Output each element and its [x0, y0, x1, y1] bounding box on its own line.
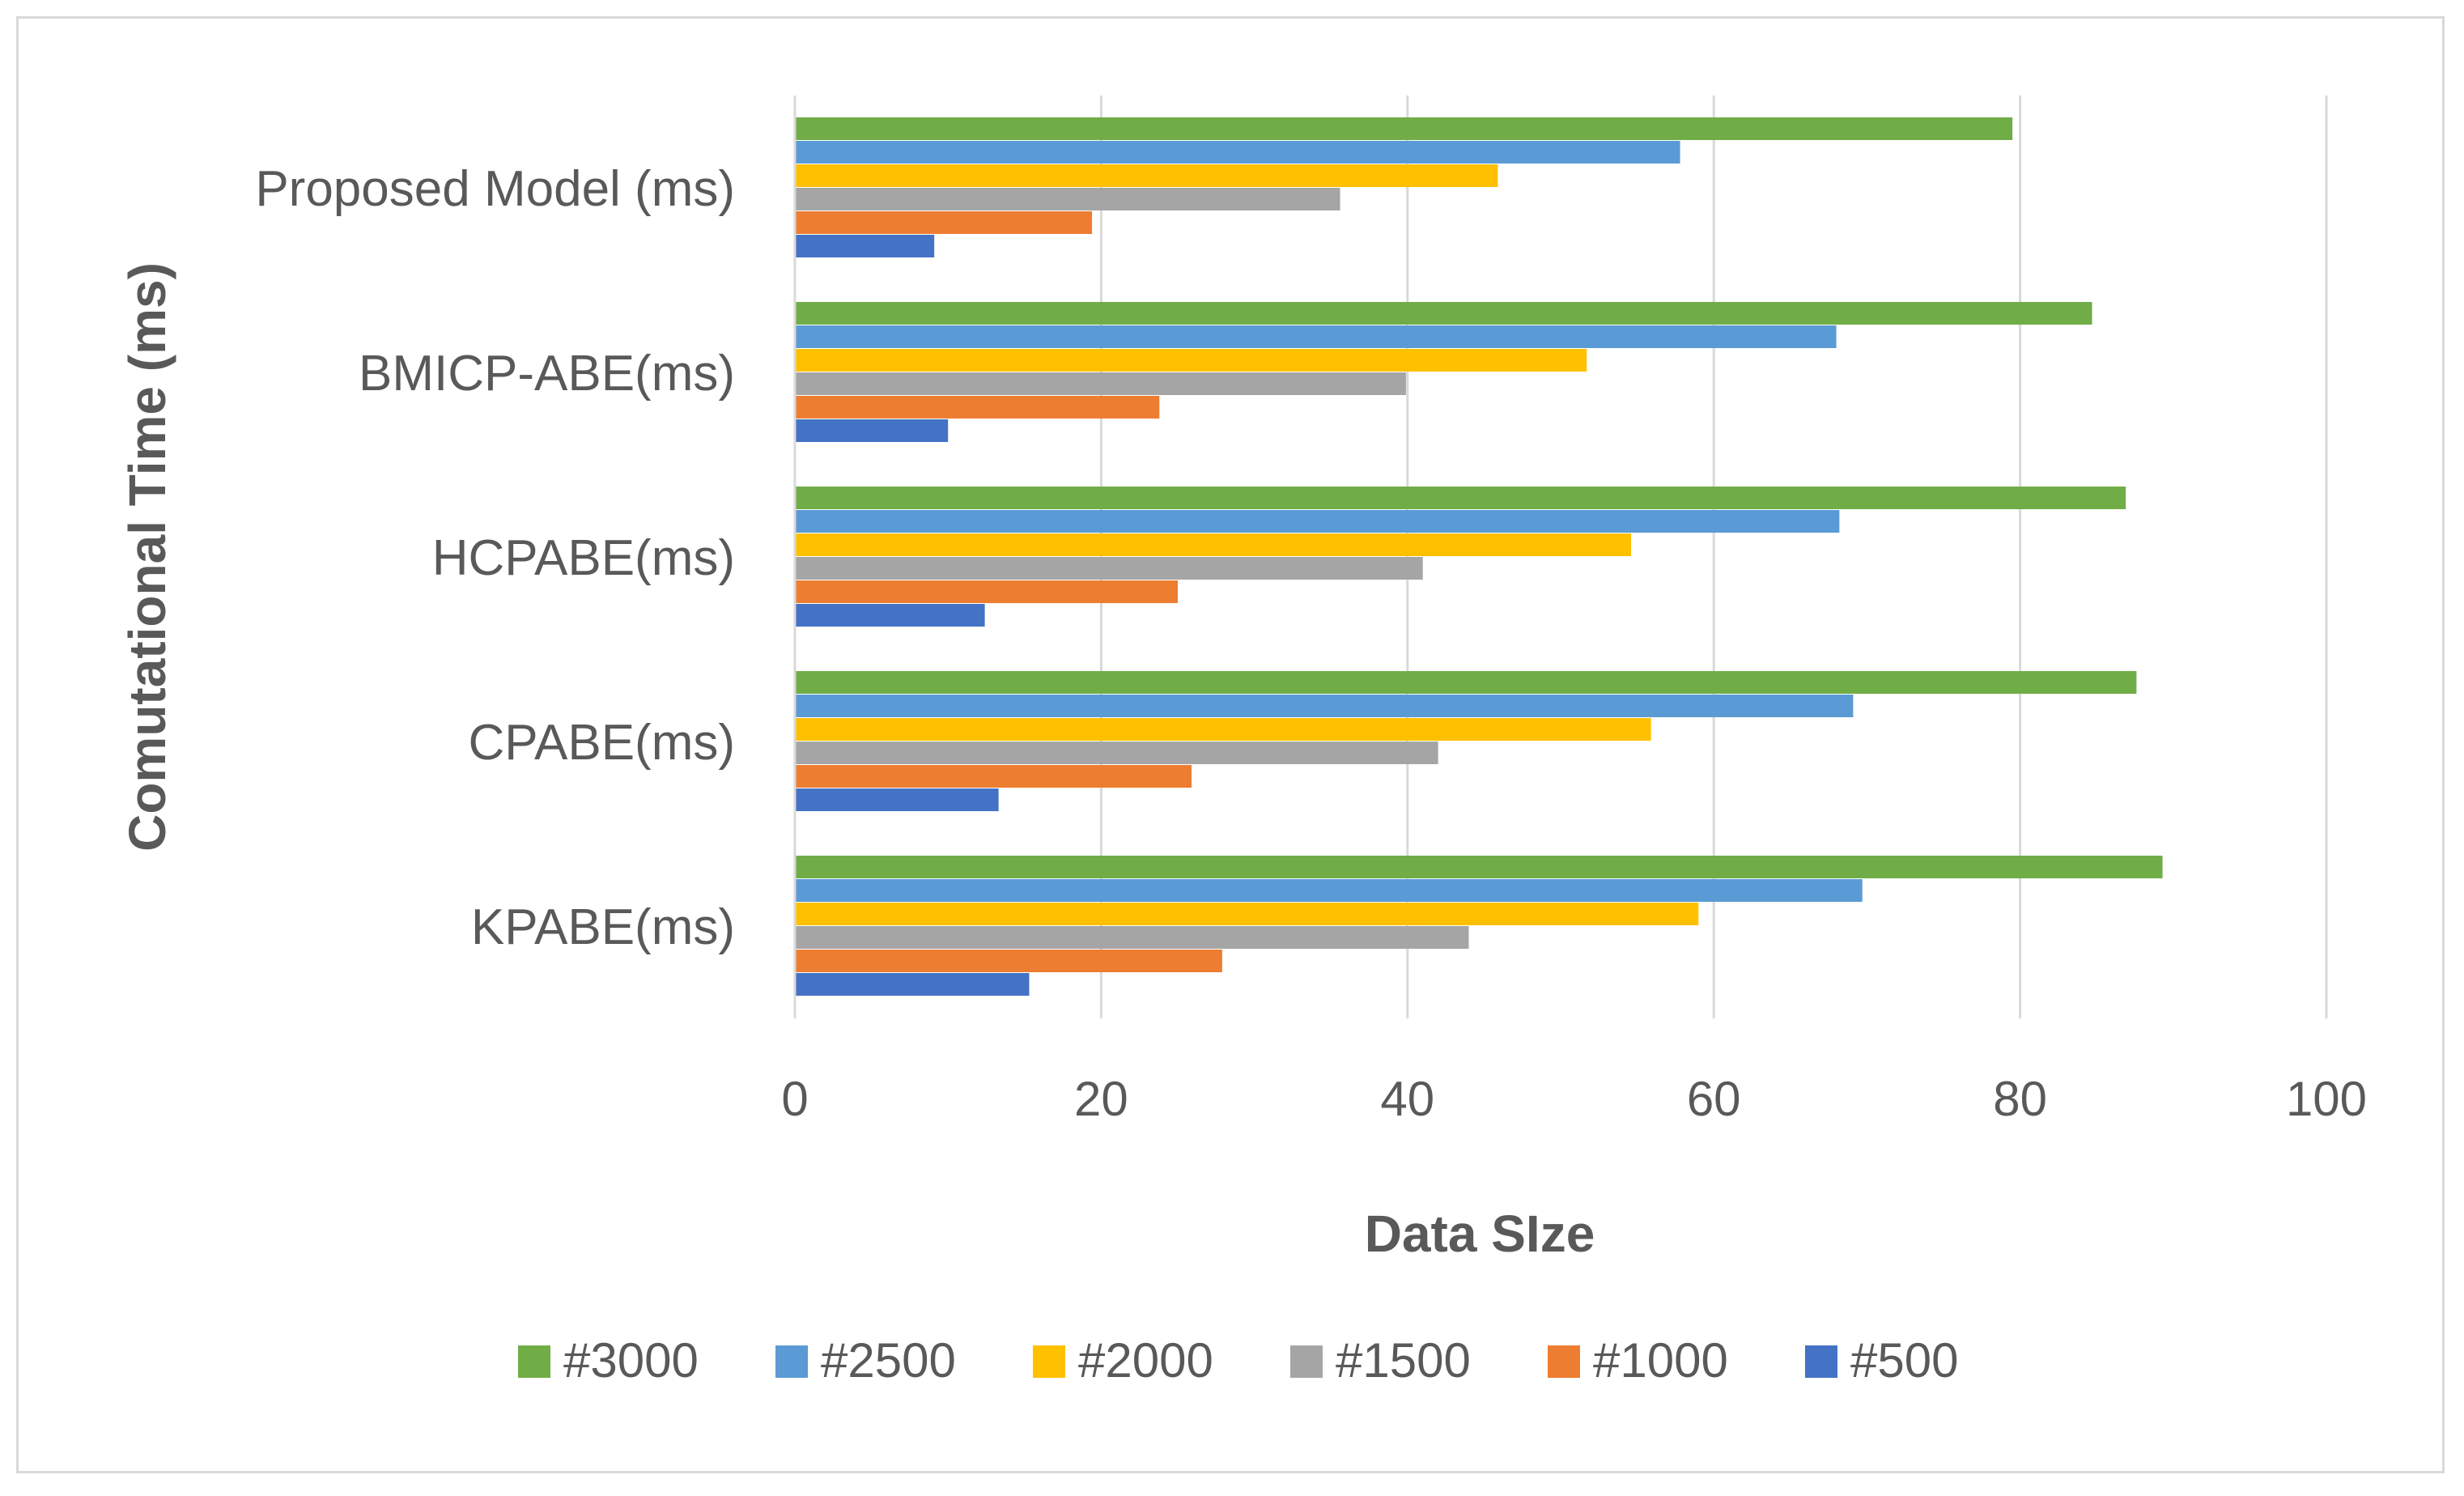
bar [795, 325, 1837, 348]
bar [795, 510, 1840, 533]
bars [795, 117, 2163, 996]
category-label: HCPABE(ms) [432, 530, 735, 586]
bar [795, 211, 1093, 234]
bar [795, 349, 1587, 372]
bar [795, 188, 1340, 210]
bar [795, 765, 1192, 788]
legend-swatch [1290, 1345, 1323, 1378]
category-label: CPABE(ms) [468, 715, 735, 771]
bar [795, 903, 1699, 925]
legend-swatch [1548, 1345, 1580, 1378]
bar [795, 718, 1651, 741]
legend-swatch [1805, 1345, 1837, 1378]
bar [795, 926, 1469, 949]
x-tick-label: 100 [2286, 1072, 2367, 1126]
bar [795, 742, 1438, 764]
category-label: BMICP-ABE(ms) [359, 346, 735, 402]
legend-label: #2000 [1078, 1333, 1213, 1388]
legend-label: #3000 [563, 1333, 699, 1388]
legend-swatch [775, 1345, 808, 1378]
bar [795, 487, 2126, 509]
category-label: KPABE(ms) [471, 899, 735, 955]
legend-label: #1000 [1593, 1333, 1728, 1388]
bar [795, 557, 1423, 580]
bar [795, 950, 1222, 972]
legend-swatch [1033, 1345, 1065, 1378]
bar [795, 788, 999, 811]
x-tick-label: 80 [1993, 1072, 2047, 1126]
bar [795, 695, 1854, 717]
bar [795, 372, 1406, 395]
legend-label: #1500 [1336, 1333, 1471, 1388]
bar [795, 879, 1863, 902]
bar [795, 604, 985, 627]
bar [795, 580, 1178, 603]
x-tick-labels: 0 20 40 60 80 100 [781, 1072, 2367, 1126]
bar [795, 141, 1680, 164]
x-tick-label: 20 [1074, 1072, 1128, 1126]
bar [795, 117, 2013, 140]
bar [795, 671, 2137, 694]
bar [795, 856, 2163, 878]
bar [795, 235, 935, 257]
x-axis-title: Data SIze [1365, 1205, 1595, 1263]
bar [795, 396, 1160, 419]
legend-label: #2500 [821, 1333, 956, 1388]
legend-swatch [518, 1345, 550, 1378]
bar [795, 533, 1632, 556]
category-labels: Proposed Model (ms) BMICP-ABE(ms) HCPABE(m… [255, 161, 735, 955]
bar [795, 164, 1498, 187]
x-tick-label: 40 [1380, 1072, 1434, 1126]
x-tick-label: 0 [781, 1072, 808, 1126]
legend-label: #500 [1850, 1333, 1958, 1388]
legend: #3000 #2500 #2000 #1500 #1000 #500 [518, 1333, 1958, 1388]
bar [795, 973, 1030, 996]
category-label: Proposed Model (ms) [255, 161, 735, 217]
x-tick-label: 60 [1687, 1072, 1741, 1126]
y-axis-title: Comutational Time (ms) [118, 262, 176, 852]
bar [795, 419, 949, 442]
bar [795, 302, 2092, 325]
